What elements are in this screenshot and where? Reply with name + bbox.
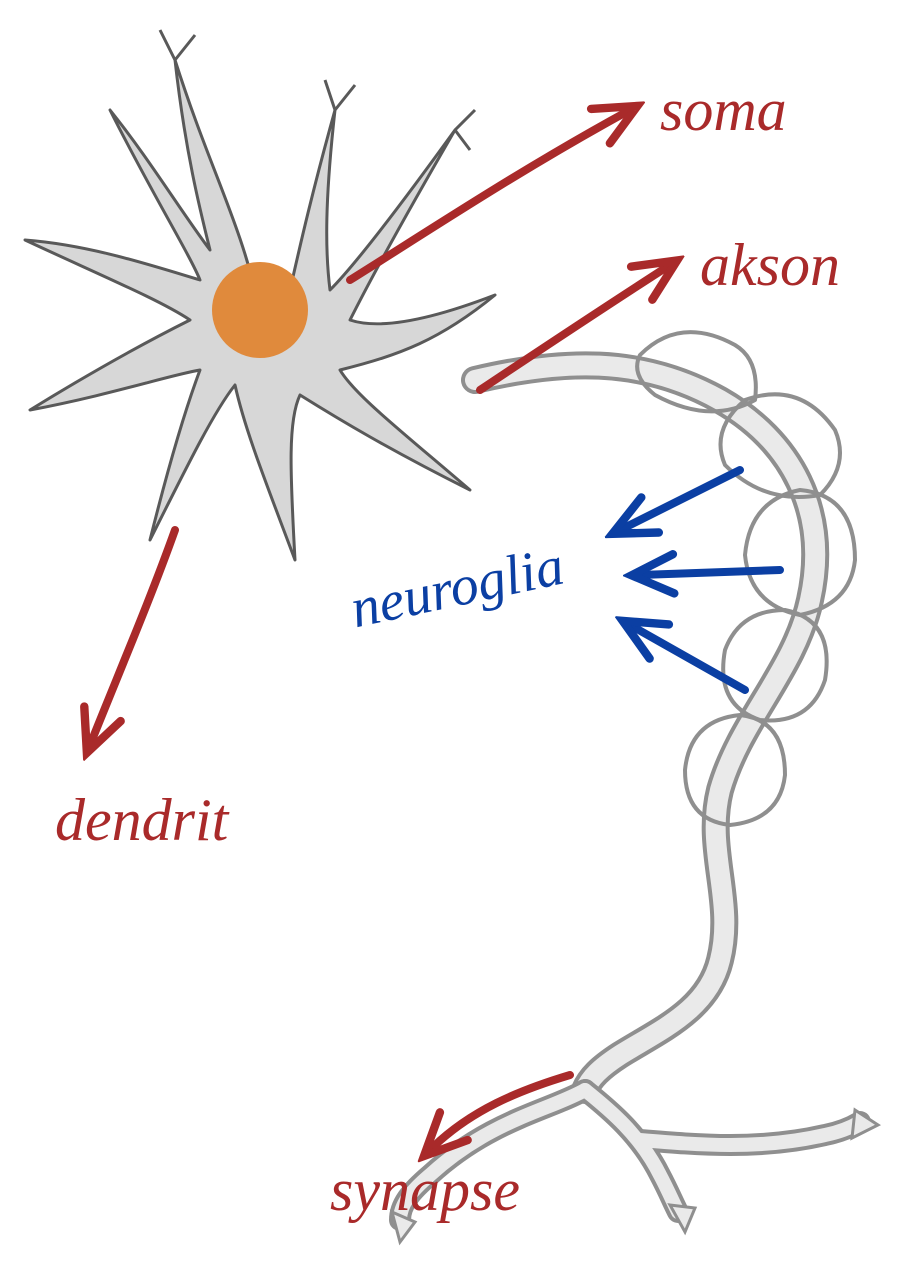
neuron-diagram: soma akson neuroglia dendrit synapse bbox=[0, 0, 905, 1280]
soma-arrow bbox=[350, 110, 630, 280]
label-akson: akson bbox=[700, 232, 840, 298]
label-soma: soma bbox=[660, 77, 787, 143]
labels-group: soma akson neuroglia dendrit synapse bbox=[55, 77, 840, 1223]
label-neuroglia: neuroglia bbox=[345, 535, 569, 640]
dendrit-arrow bbox=[90, 530, 175, 745]
nucleus bbox=[212, 262, 308, 358]
label-dendrit: dendrit bbox=[55, 787, 230, 853]
label-synapse: synapse bbox=[330, 1157, 520, 1223]
blue-arrows bbox=[620, 470, 780, 690]
